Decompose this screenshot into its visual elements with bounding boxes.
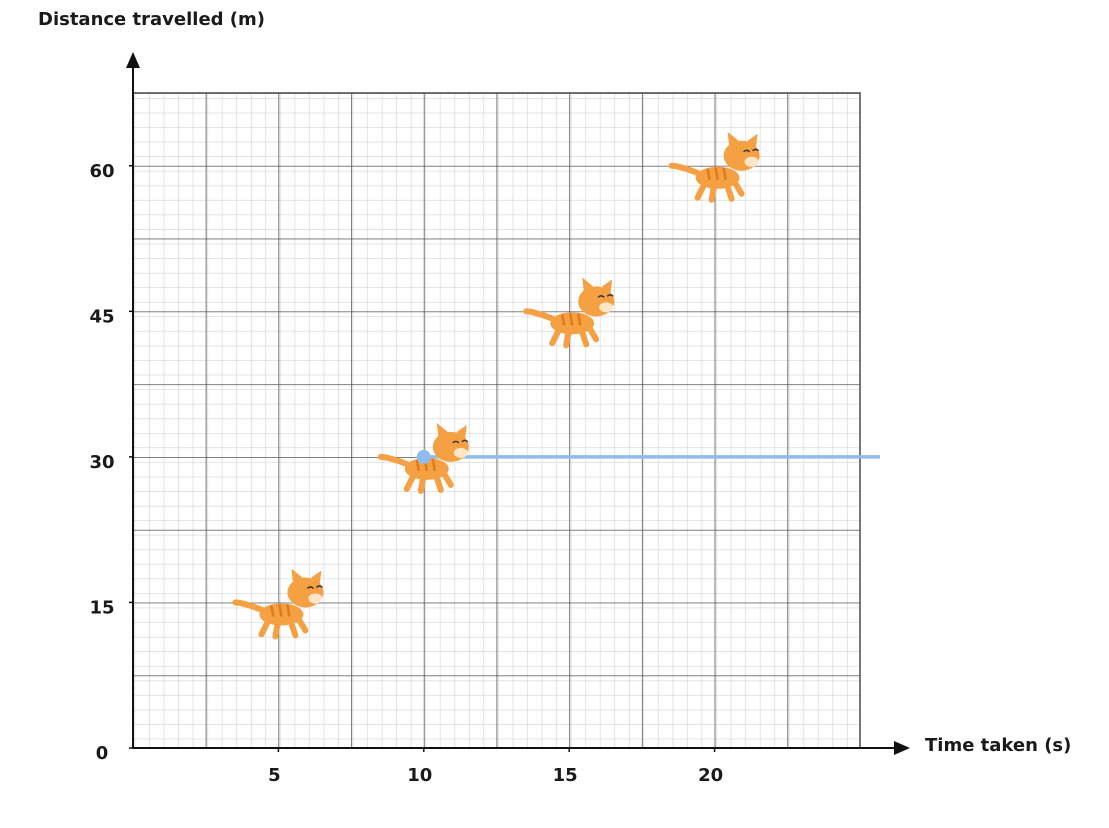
x-tick-label: 10 [407,765,432,786]
cat-legs [549,326,600,349]
y-tick-label: 0 [96,743,109,764]
x-tick-label: 15 [553,765,578,786]
y-tick-label: 60 [89,161,114,182]
y-tick-label: 45 [89,306,114,327]
cat-face [306,585,323,590]
y-tick-label: 15 [89,597,114,618]
y-arrow [126,52,140,68]
cat-tail [232,599,267,614]
x-arrow [894,741,910,755]
cat-face [597,294,614,298]
cat-muzzle [599,302,614,313]
cat-point [377,422,469,494]
cat-tail [523,308,558,323]
cat-stripes [560,313,582,326]
cat-muzzle [744,156,759,167]
y-axis-label: Distance travelled (m) [38,9,265,30]
cat-legs [403,471,454,494]
cat-face [452,439,469,444]
x-axis-label: Time taken (s) [925,735,1071,756]
cat-point [232,568,324,640]
cat-point [668,131,760,203]
guide-handle[interactable] [416,449,431,464]
cat-legs [258,617,309,640]
cat-face [743,148,760,153]
cat-stripes [270,604,291,617]
cat-legs [694,180,745,203]
x-tick-label: 20 [698,765,723,786]
cat-stripes [706,167,727,181]
cat-muzzle [453,447,468,458]
cat-point [523,277,615,349]
grid [132,92,861,749]
cat-tail [668,162,703,177]
x-tick-label: 5 [268,765,281,786]
cat-tail [377,453,412,468]
cat-muzzle [308,593,323,604]
y-tick-label: 30 [89,452,114,473]
